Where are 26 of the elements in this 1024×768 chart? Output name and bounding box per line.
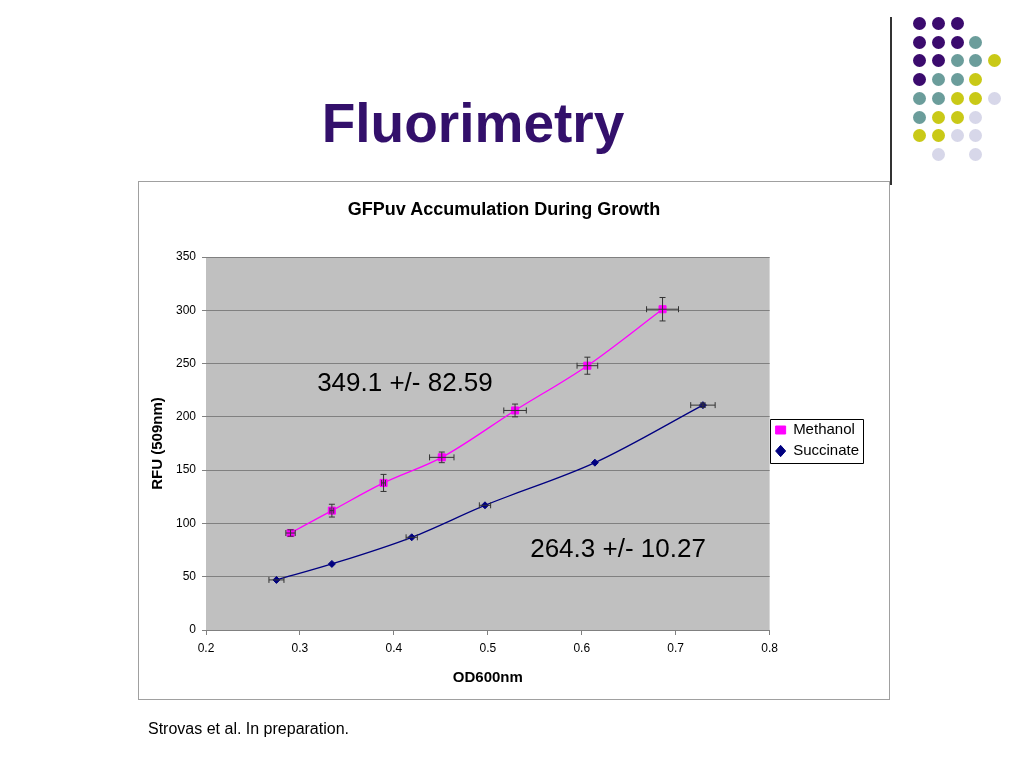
point xyxy=(327,559,336,568)
point xyxy=(590,458,599,467)
y-tick-label: 0 xyxy=(189,622,197,637)
y-tick-label: 250 xyxy=(175,355,197,370)
x-tick-label: 0.4 xyxy=(385,640,403,655)
x-axis-title: OD600nm xyxy=(452,668,523,686)
annotation: 349.1 +/- 82.59 xyxy=(317,366,493,397)
legend-label: Methanol xyxy=(793,420,855,438)
y-tick-label: 350 xyxy=(175,249,197,264)
x-tick-label: 0.8 xyxy=(761,640,779,655)
y-tick-label: 300 xyxy=(175,302,197,317)
chart-subtitle: GFPuv Accumulation During Growth xyxy=(347,198,661,219)
x-tick-label: 0.5 xyxy=(479,640,497,655)
annotation: 264.3 +/- 10.27 xyxy=(530,533,706,564)
y-tick-label: 100 xyxy=(175,515,197,530)
x-tick-label: 0.2 xyxy=(197,640,215,655)
y-axis-title: RFU (509nm) xyxy=(148,397,166,490)
legend-label: Succinate xyxy=(793,441,859,459)
y-tick-label: 50 xyxy=(182,569,197,584)
y-tick-label: 200 xyxy=(175,409,197,424)
y-tick-label: 150 xyxy=(175,462,197,477)
x-tick-label: 0.7 xyxy=(667,640,685,655)
x-tick-label: 0.3 xyxy=(291,640,309,655)
x-tick-label: 0.6 xyxy=(573,640,591,655)
text: Strovas et al. In preparation. xyxy=(148,720,349,738)
chart-title: Fluorimetry xyxy=(320,91,626,156)
